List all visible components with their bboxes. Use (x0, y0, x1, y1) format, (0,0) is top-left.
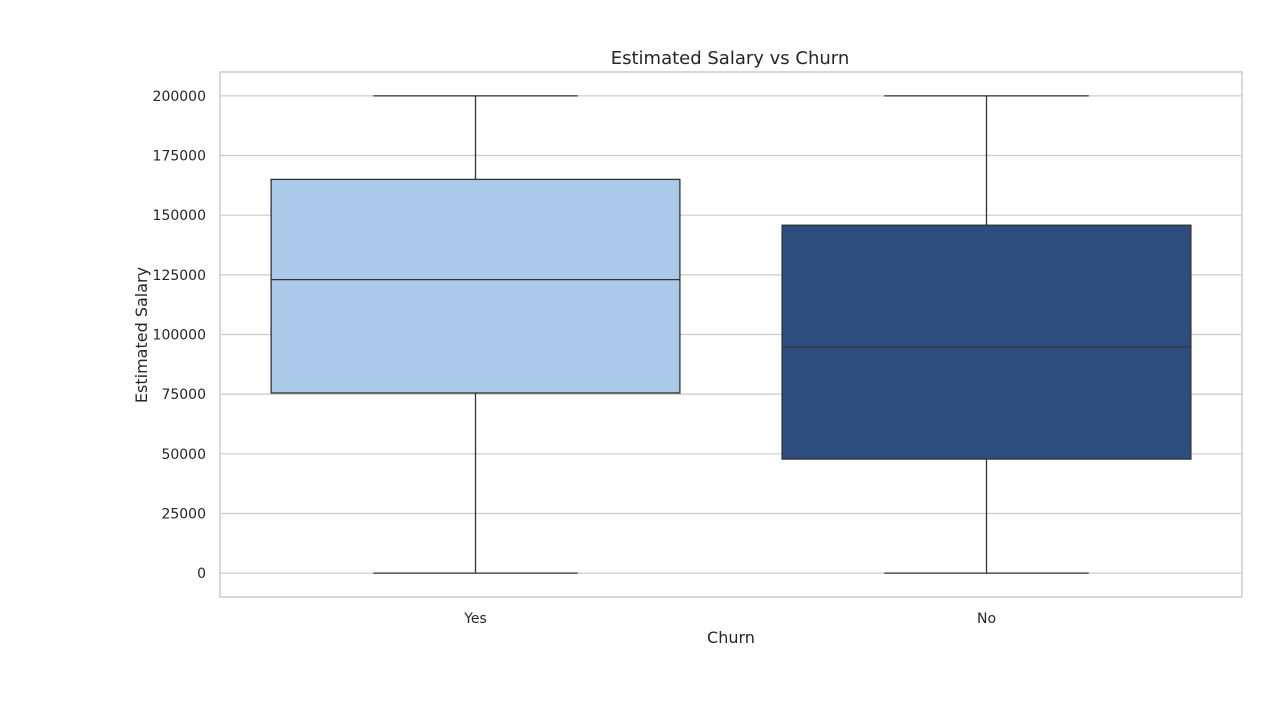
y-tick-label: 75000 (161, 387, 206, 403)
y-tick-label: 175000 (153, 149, 206, 165)
iqr-box (270, 178, 681, 394)
boxes (270, 95, 1192, 574)
x-axis-label: Churn (707, 628, 755, 647)
y-tick-label: 0 (197, 566, 206, 582)
y-tick-label: 50000 (161, 447, 206, 463)
y-tick-label: 25000 (161, 506, 206, 522)
x-tick-labels: Yes No (463, 611, 996, 627)
y-tick-label: 100000 (153, 328, 206, 344)
plot-frame (219, 71, 1243, 598)
box-yes (270, 95, 681, 574)
x-tick-label: No (977, 611, 996, 627)
y-tick-labels: 0 25000 50000 75000 100000 125000 150000 175000… (153, 89, 206, 582)
y-tick-label: 150000 (153, 208, 206, 224)
y-tick-label: 200000 (153, 89, 206, 105)
box-no (781, 95, 1192, 574)
chart-title: Estimated Salary vs Churn (611, 48, 850, 69)
y-tick-label: 125000 (153, 268, 206, 284)
y-axis-label: Estimated Salary (132, 267, 151, 403)
x-tick-label: Yes (463, 611, 487, 627)
iqr-box (781, 224, 1192, 460)
